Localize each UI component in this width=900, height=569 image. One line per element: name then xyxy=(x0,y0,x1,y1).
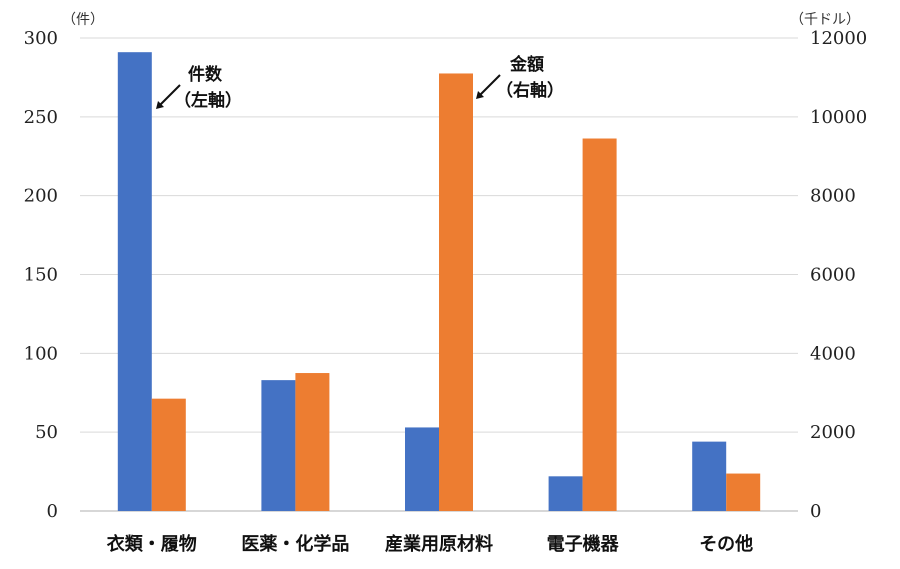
annotation-arrowhead-count xyxy=(156,101,164,109)
bar-amount-4 xyxy=(582,138,617,511)
annotation-arrow-count xyxy=(157,84,181,108)
right-tick-label: 0 xyxy=(810,501,821,522)
left-tick-label: 150 xyxy=(24,265,58,286)
left-tick-label: 200 xyxy=(24,186,58,207)
right-tick-label: 4000 xyxy=(810,343,856,364)
right-tick-label: 8000 xyxy=(810,186,856,207)
annotation-count: 件数 （左軸） xyxy=(156,64,242,111)
bar-amount-3 xyxy=(439,73,473,511)
left-tick-label: 0 xyxy=(47,501,58,522)
bar-count-1 xyxy=(117,52,152,511)
right-axis-ticks: 0 2000 4000 6000 8000 10000 12000 xyxy=(810,28,867,522)
right-tick-label: 10000 xyxy=(810,107,867,128)
bar-amount-5 xyxy=(726,473,761,511)
annotation-arrow-amount xyxy=(477,74,501,98)
left-tick-label: 300 xyxy=(24,28,58,49)
annotation-amount-axis: （右軸） xyxy=(496,80,564,101)
bar-amount-1 xyxy=(151,398,186,511)
category-label: その他 xyxy=(699,533,753,555)
annotation-count-axis: （左軸） xyxy=(174,90,242,111)
bar-count-4 xyxy=(548,476,583,511)
left-axis-unit: （件） xyxy=(62,12,104,28)
left-tick-label: 50 xyxy=(35,422,58,443)
left-axis-ticks: 0 50 100 150 200 250 300 xyxy=(24,28,58,522)
bar-count-2 xyxy=(261,380,296,511)
left-tick-label: 250 xyxy=(24,107,58,128)
right-tick-label: 6000 xyxy=(810,265,856,286)
annotation-count-title: 件数 xyxy=(188,64,223,85)
annotation-amount-title: 金額 xyxy=(509,54,544,75)
annotation-arrowhead-amount xyxy=(476,91,484,99)
category-label: 医薬・化学品 xyxy=(241,533,349,555)
bar-count-5 xyxy=(692,441,727,511)
left-tick-label: 100 xyxy=(24,343,58,364)
category-label: 衣類・履物 xyxy=(107,533,197,555)
bars xyxy=(117,52,761,511)
right-tick-label: 2000 xyxy=(810,422,856,443)
category-labels: 衣類・履物 医薬・化学品 産業用原材料 電子機器 その他 xyxy=(107,533,753,555)
category-label: 電子機器 xyxy=(547,533,620,555)
category-label: 産業用原材料 xyxy=(385,533,493,555)
annotation-amount: 金額 （右軸） xyxy=(476,54,564,101)
right-axis-unit: （千ドル） xyxy=(790,12,860,28)
bar-count-3 xyxy=(405,427,439,511)
right-tick-label: 12000 xyxy=(810,28,867,49)
bar-amount-2 xyxy=(295,373,330,511)
